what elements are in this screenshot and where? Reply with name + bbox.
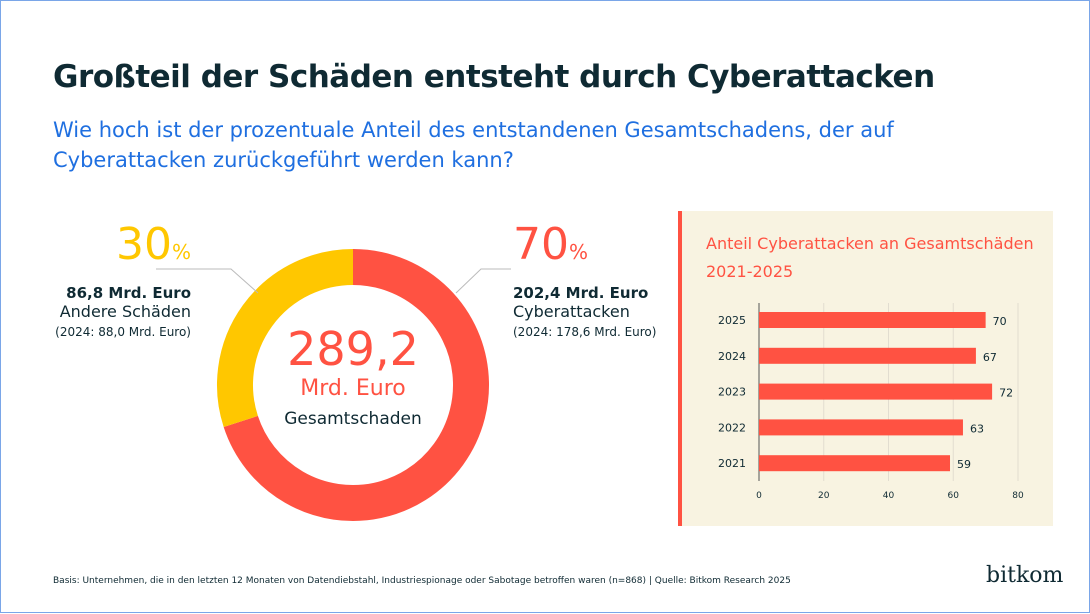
amount-other: 86,8 Mrd. Euro: [66, 284, 191, 302]
leader-line-right: [455, 268, 511, 294]
leader-line-left: [156, 268, 259, 294]
previous-cyber: (2024: 178,6 Mrd. Euro): [513, 325, 657, 339]
x-tick-label: 60: [948, 491, 960, 501]
bar-value-label: 59: [957, 458, 971, 471]
x-tick-label: 0: [756, 491, 762, 501]
bar-2022: [759, 419, 963, 436]
label-other: Andere Schäden: [59, 302, 191, 321]
y-tick-label: 2022: [718, 421, 746, 434]
legend-other: 30% 86,8 Mrd. Euro Andere Schäden (2024:…: [41, 219, 191, 340]
donut-segment-other: [217, 249, 354, 428]
previous-other: (2024: 88,0 Mrd. Euro): [55, 325, 191, 339]
bar-2021: [759, 455, 951, 472]
total-value: 289,2: [287, 322, 419, 376]
bar-value-label: 70: [993, 315, 1007, 328]
bar-chart-title: Anteil Cyberattacken an Gesamtschäden 20…: [706, 234, 1034, 281]
y-tick-label: 2024: [718, 350, 746, 363]
pct-cyber: 70%: [513, 219, 589, 270]
bar-value-label: 72: [999, 387, 1013, 400]
y-tick-label: 2023: [718, 386, 746, 399]
bar-2023: [759, 383, 993, 400]
legend-cyber: 70% 202,4 Mrd. Euro Cyberattacken (2024:…: [513, 219, 683, 340]
x-tick-label: 40: [883, 491, 895, 501]
donut-center: 289,2 Mrd. Euro Gesamtschaden: [241, 324, 465, 432]
bar-value-label: 63: [970, 422, 984, 435]
bar-2024: [759, 347, 976, 364]
pct-other: 30%: [115, 219, 191, 270]
footer-note: Basis: Unternehmen, die in den letzten 1…: [53, 576, 791, 586]
page-title: Großteil der Schäden entsteht durch Cybe…: [53, 59, 935, 95]
bar-value-label: 67: [983, 351, 997, 364]
y-tick-label: 2021: [718, 457, 746, 470]
total-unit: Mrd. Euro: [300, 376, 406, 401]
total-label: Gesamtschaden: [284, 409, 422, 429]
amount-cyber: 202,4 Mrd. Euro: [513, 284, 649, 302]
bitkom-logo: bitkom: [986, 563, 1064, 588]
bar-chart-panel: [678, 211, 1053, 526]
label-cyber: Cyberattacken: [513, 302, 630, 321]
bar-2025: [759, 312, 986, 328]
x-tick-label: 20: [818, 491, 830, 501]
y-tick-label: 2025: [718, 314, 746, 327]
page-subtitle: Wie hoch ist der prozentuale Anteil des …: [53, 118, 894, 172]
x-tick-label: 80: [1012, 491, 1024, 501]
donut-segment-cyber: [223, 249, 489, 521]
